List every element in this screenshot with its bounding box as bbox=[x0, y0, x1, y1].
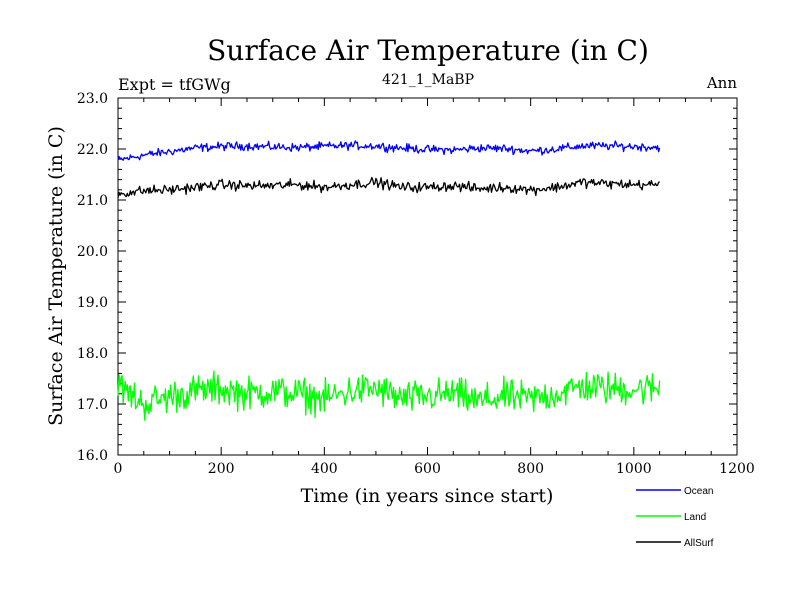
legend-label-allsurf: AllSurf bbox=[684, 538, 714, 549]
x-tick-label: 0 bbox=[114, 461, 123, 477]
x-tick-label: 600 bbox=[414, 461, 441, 477]
x-tick-label: 1200 bbox=[719, 461, 755, 477]
series-line-allsurf bbox=[117, 176, 661, 199]
x-tick-label: 1000 bbox=[616, 461, 652, 477]
x-tick-label: 200 bbox=[208, 461, 235, 477]
y-tick-labels: 16.0 17.0 18.0 19.0 20.0 21.0 22.0 23.0 bbox=[77, 91, 108, 464]
y-tick-label: 21.0 bbox=[77, 193, 108, 209]
y-tick-label: 16.0 bbox=[77, 448, 108, 464]
series-line-ocean bbox=[117, 140, 661, 161]
series-line-land bbox=[117, 370, 661, 422]
x-axis-label: Time (in years since start) bbox=[301, 485, 554, 507]
experiment-label: Expt = tfGWg bbox=[118, 75, 231, 94]
y-tick-label: 19.0 bbox=[77, 295, 108, 311]
chart-title: Surface Air Temperature (in C) bbox=[207, 34, 649, 67]
y-axis-label: Surface Air Temperature (in C) bbox=[45, 126, 67, 426]
y-tick-label: 17.0 bbox=[77, 397, 108, 413]
legend: Ocean Land AllSurf bbox=[636, 486, 714, 549]
x-tick-labels: 0 200 400 600 800 1000 1200 bbox=[114, 461, 755, 477]
x-tick-label: 400 bbox=[311, 461, 338, 477]
legend-label-land: Land bbox=[684, 512, 706, 523]
period-label: Ann bbox=[706, 74, 737, 92]
plot-frame bbox=[117, 97, 738, 456]
legend-label-ocean: Ocean bbox=[684, 486, 713, 497]
chart-subtitle: 421_1_MaBP bbox=[382, 72, 474, 88]
y-tick-label: 18.0 bbox=[77, 346, 108, 362]
y-tick-label: 22.0 bbox=[77, 142, 108, 158]
series-lines bbox=[117, 140, 661, 422]
axis-ticks bbox=[117, 97, 738, 456]
x-tick-label: 800 bbox=[517, 461, 544, 477]
y-tick-label: 20.0 bbox=[77, 244, 108, 260]
y-tick-label: 23.0 bbox=[77, 91, 108, 107]
